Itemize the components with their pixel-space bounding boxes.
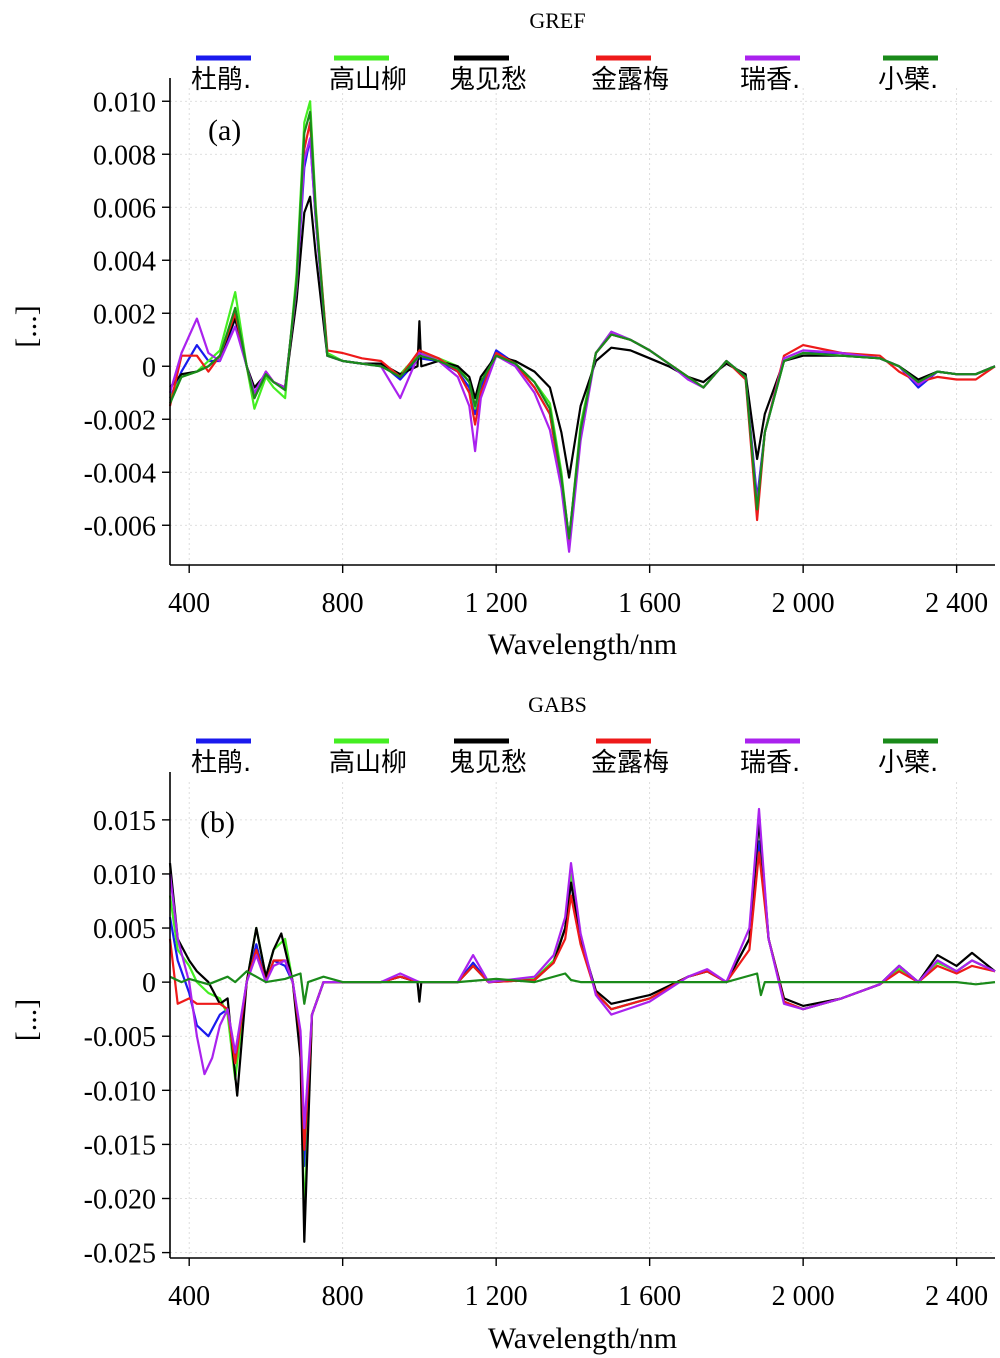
x-tick-label: 2 400: [925, 588, 988, 619]
legend-label-1: 杜鹃.: [191, 65, 251, 95]
legend-label-5: 瑞香.: [740, 65, 800, 95]
series-line-1: [168, 137, 996, 540]
y-axis-title: [...]: [10, 999, 43, 1041]
y-axis-title: [...]: [10, 305, 43, 347]
series-line-4: [168, 121, 996, 543]
series-line-5: [168, 807, 996, 1130]
legend-label-3: 鬼见愁: [449, 65, 527, 95]
x-tick-label: 400: [168, 1281, 210, 1312]
y-tick-label: -0.006: [84, 511, 156, 542]
legend-label-4: 金露梅: [591, 65, 669, 95]
x-tick-label: 800: [322, 588, 364, 619]
x-tick-label: 400: [168, 588, 210, 619]
x-tick-label: 1 600: [618, 588, 681, 619]
legend-label-4: 金露梅: [591, 748, 669, 778]
series-line-3: [168, 818, 996, 1243]
y-tick-label: -0.020: [84, 1185, 156, 1216]
legend-label-3: 鬼见愁: [449, 748, 527, 778]
series-line-1: [168, 840, 996, 1168]
y-tick-label: -0.010: [84, 1076, 156, 1107]
y-tick-label: 0.004: [93, 246, 156, 277]
y-tick-label: -0.002: [84, 405, 156, 436]
y-tick-label: -0.005: [84, 1022, 156, 1053]
panel-label: (a): [208, 114, 241, 147]
x-tick-label: 2 000: [772, 1281, 835, 1312]
panel-label: (b): [200, 806, 235, 839]
x-axis-title: Wavelength/nm: [488, 1322, 677, 1355]
legend-label-6: 小檗.: [878, 65, 938, 95]
x-tick-label: 2 000: [772, 588, 835, 619]
y-tick-label: 0.002: [93, 299, 156, 330]
y-tick-label: 0.005: [93, 914, 156, 945]
legend-label-2: 高山柳: [329, 748, 407, 778]
x-tick-label: 800: [322, 1281, 364, 1312]
x-tick-label: 2 400: [925, 1281, 988, 1312]
y-tick-label: 0.015: [93, 806, 156, 837]
legend-label-1: 杜鹃.: [191, 748, 251, 778]
x-axis-title: Wavelength/nm: [488, 628, 677, 661]
y-tick-label: 0.010: [93, 87, 156, 118]
legend-label-5: 瑞香.: [740, 748, 800, 778]
chart-panel-1: GREF 杜鹃. 高山柳 鬼见愁 金露梅 瑞香. 小檗. 0.010 0.008 0.006 0.0…: [10, 8, 996, 661]
y-tick-label: 0.006: [93, 193, 156, 224]
chart-title: GREF: [529, 8, 585, 33]
y-tick-label: 0: [142, 968, 156, 999]
legend-label-6: 小檗.: [878, 748, 938, 778]
chart-title: GABS: [528, 692, 587, 717]
series-line-6: [169, 970, 996, 1005]
series-line-2: [168, 818, 996, 1222]
chart-panel-2: GABS 杜鹃. 高山柳 鬼见愁 金露梅 瑞香. 小檗. 0.015 0.010 0.005 0 -0…: [10, 692, 996, 1355]
x-tick-label: 1 600: [618, 1281, 681, 1312]
x-tick-label: 1 200: [465, 588, 528, 619]
y-tick-label: 0: [142, 352, 156, 383]
y-tick-label: -0.025: [84, 1239, 156, 1270]
y-tick-label: -0.004: [84, 458, 156, 489]
y-tick-label: 0.010: [93, 860, 156, 891]
x-tick-label: 1 200: [465, 1281, 528, 1312]
y-tick-label: 0.008: [93, 140, 156, 171]
series-line-6: [168, 110, 996, 540]
y-tick-label: -0.015: [84, 1130, 156, 1161]
series-line-5: [168, 137, 996, 553]
legend-label-2: 高山柳: [329, 65, 407, 95]
